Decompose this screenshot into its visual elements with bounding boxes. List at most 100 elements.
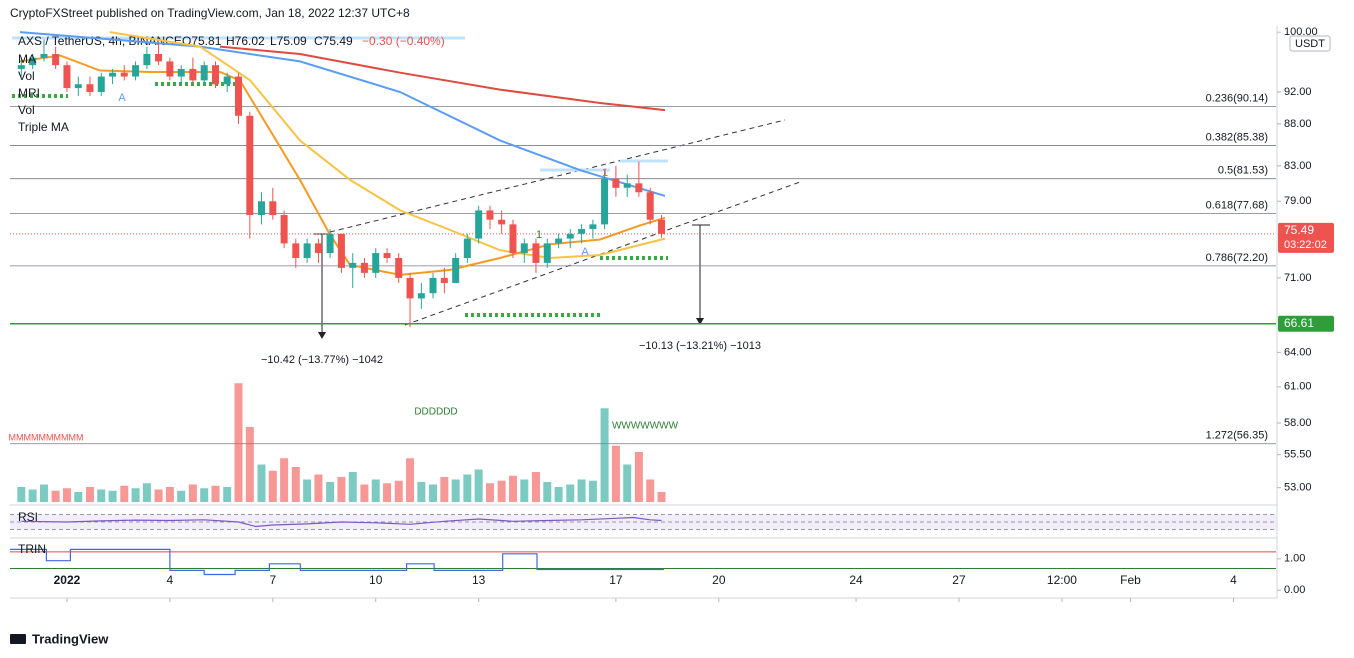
- volume-bar: [257, 464, 266, 502]
- candle-body: [555, 238, 563, 244]
- volume-bar: [62, 488, 71, 502]
- x-tick-label: 4: [167, 573, 174, 587]
- x-tick-label: 10: [369, 573, 383, 587]
- indicator-label: Vol: [18, 103, 35, 117]
- legend-close: C75.49: [314, 34, 353, 48]
- indicator-label: Vol: [18, 69, 35, 83]
- y-tick-label: 83.00: [1284, 160, 1312, 172]
- candle-body: [166, 61, 174, 77]
- volume-bar: [268, 470, 277, 502]
- volume-bar: [234, 383, 243, 502]
- candle-body: [475, 210, 483, 239]
- candle-body: [52, 54, 60, 66]
- moving-average: [109, 31, 666, 260]
- candle-body: [17, 65, 25, 69]
- fib-label: 0.382(85.38): [1206, 131, 1268, 143]
- candle-body: [486, 210, 494, 220]
- volume-bar: [360, 484, 369, 502]
- volume-bar: [131, 488, 140, 502]
- volume-bar: [531, 472, 540, 502]
- candle-body: [417, 293, 425, 299]
- candle-body: [589, 224, 597, 230]
- candle-body: [257, 201, 265, 216]
- candle-body: [452, 257, 460, 283]
- legend-change: −0.30 (−0.40%): [362, 34, 445, 48]
- volume-bar: [623, 464, 632, 502]
- fib-label: 0.786(72.20): [1206, 252, 1268, 264]
- marker: A: [118, 92, 126, 104]
- measurement: −10.13 (−13.21%) −1013: [639, 340, 761, 352]
- last-price-box: [1278, 222, 1334, 253]
- candle-body: [520, 243, 528, 254]
- x-tick-label: 7: [269, 573, 276, 587]
- candle-body: [406, 277, 414, 299]
- legend-high: H76.02: [226, 34, 265, 48]
- y-tick-label: 58.00: [1284, 417, 1312, 429]
- marker: 1: [602, 167, 608, 179]
- candle-body: [509, 224, 517, 254]
- volume-bar: [74, 492, 83, 502]
- candle-body: [223, 76, 231, 85]
- volume-bar: [543, 482, 552, 502]
- measure-arrowhead: [696, 318, 704, 325]
- trin-tick-label: 0.00: [1284, 584, 1305, 596]
- volume-bar: [177, 490, 186, 502]
- volume-bar: [520, 479, 529, 502]
- y-tick-label: 61.00: [1284, 381, 1312, 393]
- volume-bar: [28, 489, 37, 502]
- x-tick-label: 12:00: [1047, 573, 1077, 587]
- candle-body: [269, 201, 277, 216]
- candle-body: [29, 57, 37, 66]
- volume-bar: [474, 469, 483, 502]
- candle-body: [635, 183, 643, 193]
- currency-box: [1289, 35, 1331, 52]
- candle-body: [395, 257, 403, 278]
- footer-logo: [10, 634, 26, 644]
- volume-bar: [154, 489, 163, 502]
- fib-label: 0.618(77.68): [1206, 199, 1268, 211]
- fib-label: 0.5(81.53): [1218, 165, 1268, 177]
- volume-bar: [497, 480, 506, 502]
- volume-bar: [291, 467, 300, 502]
- last-price-label: 75.49: [1284, 223, 1314, 237]
- candle-body: [646, 192, 654, 220]
- volume-bar: [634, 452, 643, 502]
- candle-body: [337, 233, 345, 268]
- trin-label: TRIN: [18, 542, 46, 556]
- volume-bar: [429, 484, 438, 502]
- candle-body: [303, 243, 311, 258]
- candle-body: [429, 277, 437, 294]
- volume-bar: [451, 479, 460, 502]
- y-tick-label: 53.00: [1284, 482, 1312, 494]
- support-box: [1278, 315, 1334, 332]
- y-tick-label: 71.00: [1284, 272, 1312, 284]
- candle-body: [440, 277, 448, 283]
- volume-bar: [39, 484, 48, 502]
- candle-body: [383, 253, 391, 258]
- candle-body: [40, 54, 48, 58]
- volume-bar: [611, 445, 620, 502]
- x-tick-label: 13: [472, 573, 486, 587]
- candle-body: [234, 76, 242, 116]
- volume-bar: [51, 490, 60, 502]
- candle-body: [498, 219, 506, 225]
- candle-body: [155, 54, 163, 62]
- volume-bar: [120, 485, 129, 502]
- candle-body: [532, 243, 540, 263]
- candle-body: [612, 178, 620, 188]
- measurement: −10.42 (−13.77%) −1042: [261, 354, 383, 366]
- marker: A: [581, 246, 589, 258]
- volume-bar: [211, 485, 220, 502]
- x-tick-label: 27: [952, 573, 966, 587]
- candle-body: [132, 65, 140, 77]
- candle-body: [601, 178, 609, 225]
- volume-bar: [200, 488, 209, 502]
- currency: USDT: [1295, 38, 1325, 50]
- volume-bar: [588, 480, 597, 502]
- x-tick-label: 24: [849, 573, 863, 587]
- volume-bar: [406, 458, 415, 502]
- volume-bar: [577, 479, 586, 502]
- candle-body: [314, 243, 322, 254]
- candle-body: [200, 65, 208, 81]
